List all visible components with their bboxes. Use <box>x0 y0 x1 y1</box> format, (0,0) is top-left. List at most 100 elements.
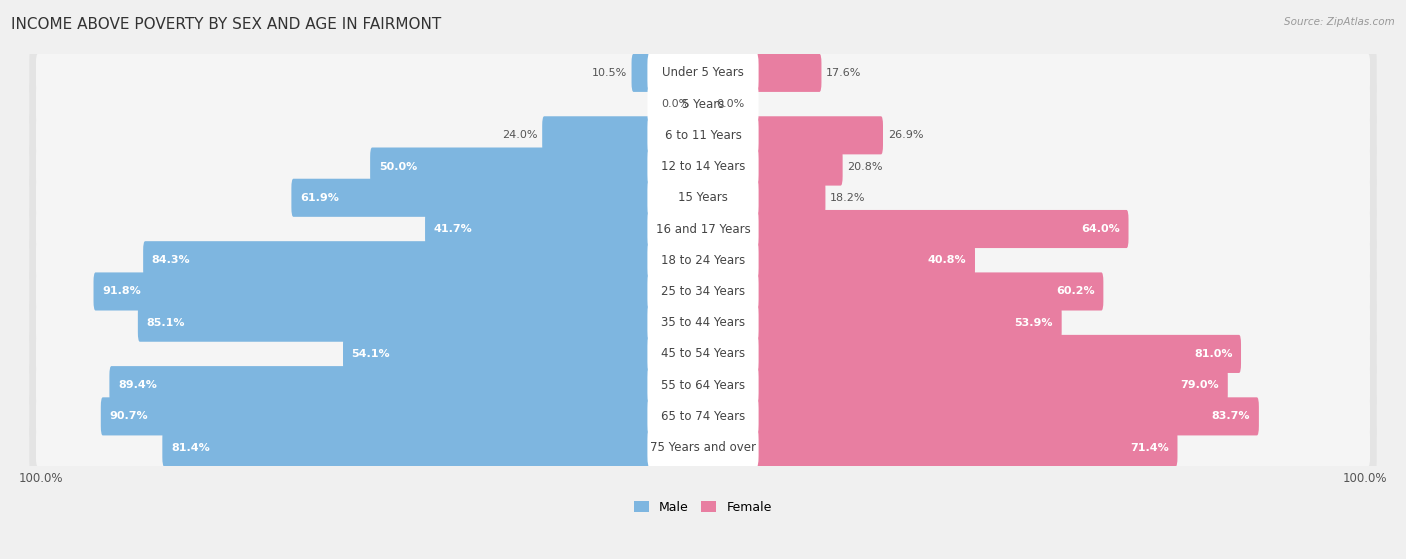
Text: 25 to 34 Years: 25 to 34 Years <box>661 285 745 298</box>
FancyBboxPatch shape <box>702 210 1129 248</box>
FancyBboxPatch shape <box>30 206 1376 252</box>
Text: 18.2%: 18.2% <box>830 193 866 203</box>
Text: 64.0%: 64.0% <box>1081 224 1121 234</box>
Text: INCOME ABOVE POVERTY BY SEX AND AGE IN FAIRMONT: INCOME ABOVE POVERTY BY SEX AND AGE IN F… <box>11 17 441 32</box>
FancyBboxPatch shape <box>702 304 1062 342</box>
FancyBboxPatch shape <box>37 272 1369 310</box>
Text: 20.8%: 20.8% <box>848 162 883 172</box>
FancyBboxPatch shape <box>30 237 1376 283</box>
FancyBboxPatch shape <box>162 429 704 467</box>
FancyBboxPatch shape <box>647 177 759 219</box>
FancyBboxPatch shape <box>30 331 1376 377</box>
Text: 6 to 11 Years: 6 to 11 Years <box>665 129 741 142</box>
Text: 85.1%: 85.1% <box>146 318 186 328</box>
FancyBboxPatch shape <box>647 52 759 93</box>
FancyBboxPatch shape <box>370 148 704 186</box>
FancyBboxPatch shape <box>702 397 1258 435</box>
FancyBboxPatch shape <box>37 335 1369 373</box>
FancyBboxPatch shape <box>37 116 1369 154</box>
FancyBboxPatch shape <box>143 241 704 280</box>
Text: 89.4%: 89.4% <box>118 380 157 390</box>
FancyBboxPatch shape <box>37 148 1369 186</box>
FancyBboxPatch shape <box>647 302 759 343</box>
Text: 40.8%: 40.8% <box>928 255 966 265</box>
Text: 84.3%: 84.3% <box>152 255 190 265</box>
Text: 81.4%: 81.4% <box>172 443 209 453</box>
FancyBboxPatch shape <box>647 239 759 281</box>
Text: Under 5 Years: Under 5 Years <box>662 67 744 79</box>
FancyBboxPatch shape <box>543 116 704 154</box>
FancyBboxPatch shape <box>37 366 1369 404</box>
FancyBboxPatch shape <box>94 272 704 310</box>
FancyBboxPatch shape <box>647 83 759 125</box>
FancyBboxPatch shape <box>702 116 883 154</box>
FancyBboxPatch shape <box>425 210 704 248</box>
Text: 24.0%: 24.0% <box>502 130 537 140</box>
Text: 17.6%: 17.6% <box>827 68 862 78</box>
FancyBboxPatch shape <box>30 362 1376 408</box>
FancyBboxPatch shape <box>37 429 1369 467</box>
FancyBboxPatch shape <box>702 241 974 280</box>
FancyBboxPatch shape <box>30 50 1376 96</box>
Text: 54.1%: 54.1% <box>352 349 391 359</box>
Text: 81.0%: 81.0% <box>1194 349 1233 359</box>
Text: 16 and 17 Years: 16 and 17 Years <box>655 222 751 235</box>
FancyBboxPatch shape <box>631 54 704 92</box>
Text: 55 to 64 Years: 55 to 64 Years <box>661 378 745 392</box>
Text: 75 Years and over: 75 Years and over <box>650 441 756 454</box>
Text: 91.8%: 91.8% <box>103 286 141 296</box>
Text: 65 to 74 Years: 65 to 74 Years <box>661 410 745 423</box>
FancyBboxPatch shape <box>30 144 1376 190</box>
FancyBboxPatch shape <box>101 397 704 435</box>
FancyBboxPatch shape <box>37 54 1369 92</box>
Text: 12 to 14 Years: 12 to 14 Years <box>661 160 745 173</box>
FancyBboxPatch shape <box>702 429 1177 467</box>
FancyBboxPatch shape <box>110 366 704 404</box>
Text: 53.9%: 53.9% <box>1015 318 1053 328</box>
FancyBboxPatch shape <box>37 241 1369 280</box>
FancyBboxPatch shape <box>30 300 1376 346</box>
Text: 71.4%: 71.4% <box>1130 443 1168 453</box>
Text: 10.5%: 10.5% <box>592 68 627 78</box>
Legend: Male, Female: Male, Female <box>634 501 772 514</box>
FancyBboxPatch shape <box>647 364 759 406</box>
Text: 79.0%: 79.0% <box>1181 380 1219 390</box>
FancyBboxPatch shape <box>647 146 759 187</box>
FancyBboxPatch shape <box>37 397 1369 435</box>
FancyBboxPatch shape <box>30 81 1376 127</box>
FancyBboxPatch shape <box>647 333 759 375</box>
FancyBboxPatch shape <box>30 268 1376 315</box>
Text: 0.0%: 0.0% <box>716 99 745 109</box>
Text: 83.7%: 83.7% <box>1212 411 1250 421</box>
FancyBboxPatch shape <box>702 54 821 92</box>
Text: 61.9%: 61.9% <box>299 193 339 203</box>
FancyBboxPatch shape <box>343 335 704 373</box>
Text: Source: ZipAtlas.com: Source: ZipAtlas.com <box>1284 17 1395 27</box>
FancyBboxPatch shape <box>291 179 704 217</box>
FancyBboxPatch shape <box>37 179 1369 217</box>
FancyBboxPatch shape <box>647 396 759 437</box>
Text: 90.7%: 90.7% <box>110 411 148 421</box>
FancyBboxPatch shape <box>138 304 704 342</box>
FancyBboxPatch shape <box>37 304 1369 342</box>
FancyBboxPatch shape <box>702 366 1227 404</box>
FancyBboxPatch shape <box>702 272 1104 310</box>
Text: 18 to 24 Years: 18 to 24 Years <box>661 254 745 267</box>
FancyBboxPatch shape <box>30 424 1376 471</box>
Text: 26.9%: 26.9% <box>887 130 924 140</box>
Text: 0.0%: 0.0% <box>661 99 690 109</box>
FancyBboxPatch shape <box>702 179 825 217</box>
FancyBboxPatch shape <box>30 394 1376 439</box>
FancyBboxPatch shape <box>702 335 1241 373</box>
Text: 35 to 44 Years: 35 to 44 Years <box>661 316 745 329</box>
FancyBboxPatch shape <box>702 148 842 186</box>
Text: 15 Years: 15 Years <box>678 191 728 204</box>
FancyBboxPatch shape <box>647 209 759 250</box>
Text: 60.2%: 60.2% <box>1056 286 1095 296</box>
FancyBboxPatch shape <box>647 115 759 156</box>
FancyBboxPatch shape <box>647 427 759 468</box>
Text: 45 to 54 Years: 45 to 54 Years <box>661 348 745 361</box>
FancyBboxPatch shape <box>647 271 759 312</box>
FancyBboxPatch shape <box>30 112 1376 158</box>
Text: 5 Years: 5 Years <box>682 98 724 111</box>
